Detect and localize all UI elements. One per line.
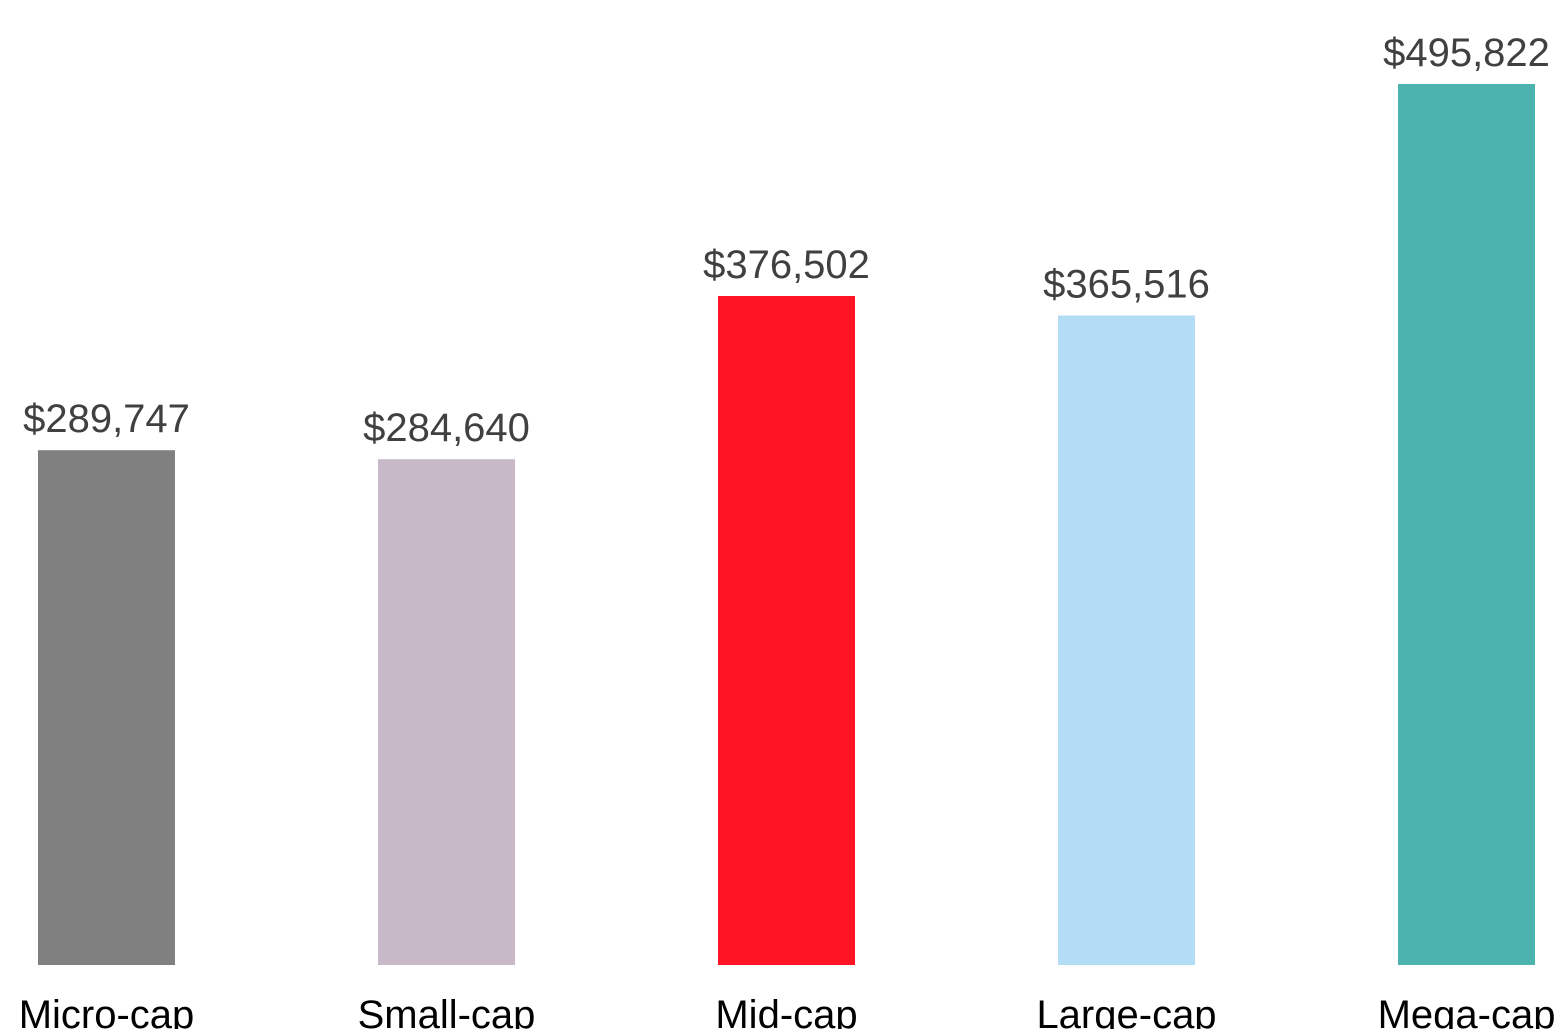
value-labels-group: $289,747 $284,640 $376,502 $365,516 $495,822 [23, 31, 1550, 450]
value-label-micro-cap: $289,747 [23, 397, 190, 441]
bar-large-cap [1058, 315, 1195, 965]
category-label-mid-cap: Mid-cap [715, 993, 857, 1029]
bar-mega-cap [1398, 84, 1535, 965]
category-label-mega-cap: Mega-cap [1378, 993, 1556, 1029]
value-label-mega-cap: $495,822 [1383, 31, 1550, 75]
bar-micro-cap [38, 450, 175, 965]
category-label-micro-cap: Micro-cap [19, 993, 195, 1029]
bar-mid-cap [718, 296, 855, 965]
category-label-large-cap: Large-cap [1036, 993, 1216, 1029]
value-label-large-cap: $365,516 [1043, 263, 1210, 307]
bars-group [38, 84, 1535, 965]
category-labels-group: Micro-cap Small-cap Mid-cap Large-cap Mega-c… [19, 993, 1556, 1034]
value-label-small-cap: $284,640 [363, 406, 530, 450]
bar-small-cap [378, 459, 515, 965]
value-label-mid-cap: $376,502 [703, 243, 870, 287]
category-label-small-cap: Small-cap [358, 993, 536, 1029]
